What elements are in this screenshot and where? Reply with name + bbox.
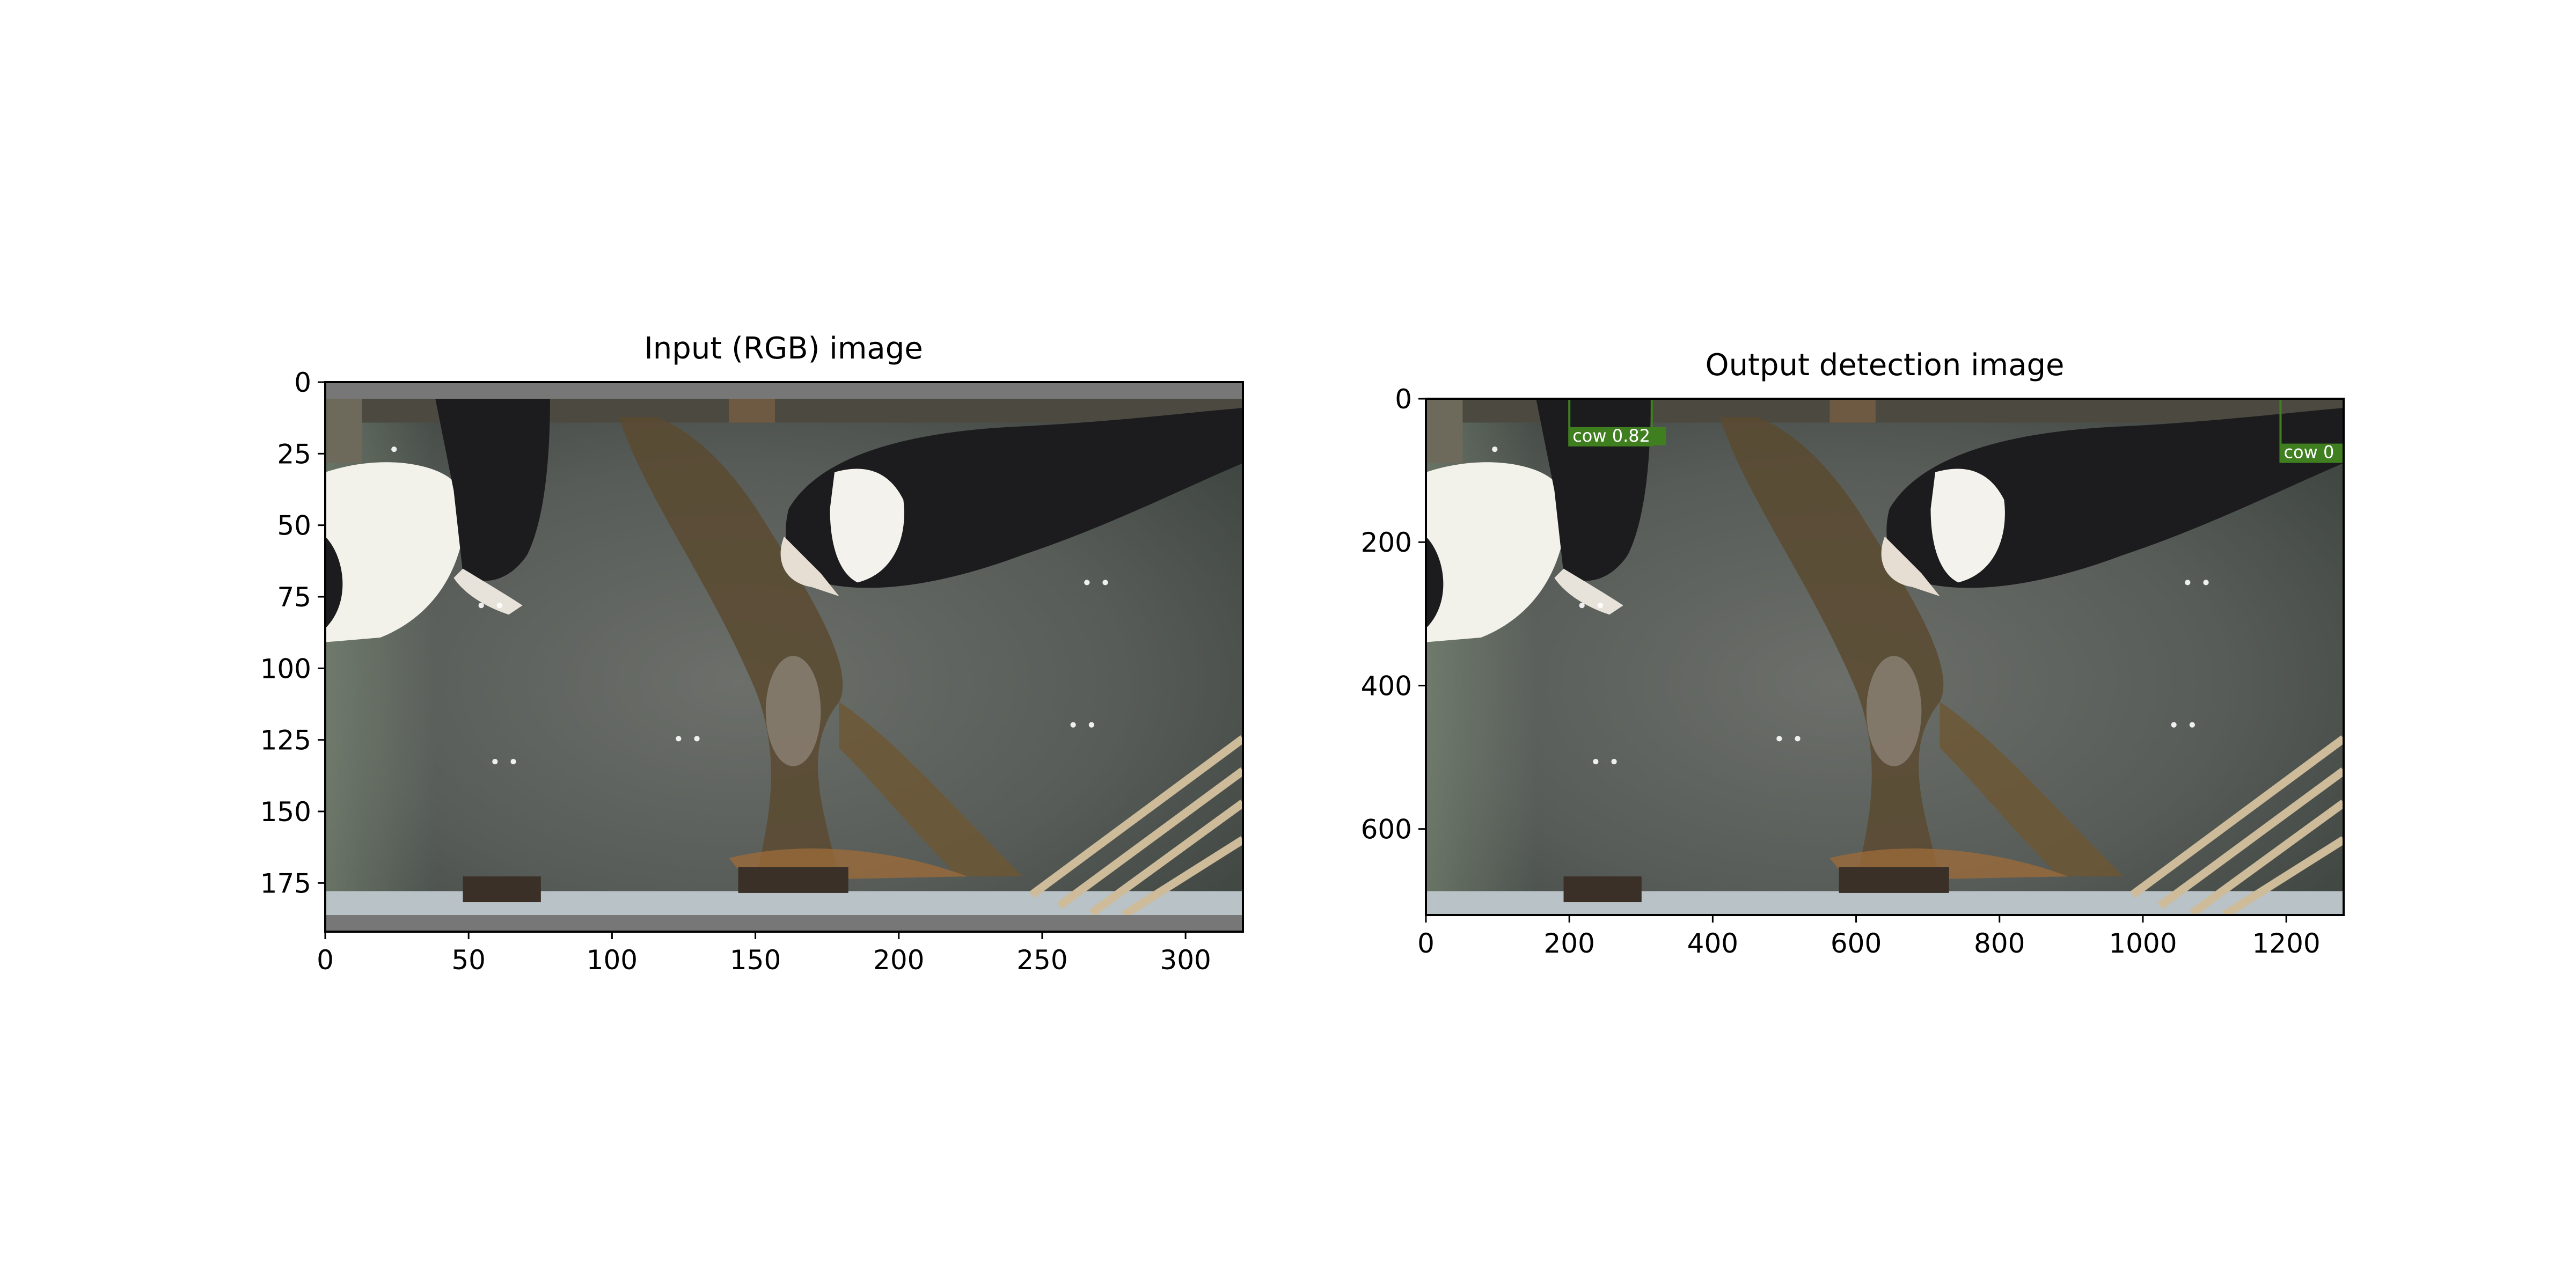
input-y-tick-label: 175 — [260, 868, 311, 899]
input-pad-top — [325, 382, 1243, 399]
detection-label: cow 0.82 — [1572, 426, 1650, 446]
output-x-tick-label: 0 — [1417, 928, 1435, 959]
output-y-tick-label: 400 — [1361, 670, 1412, 701]
input-axes-frame — [324, 381, 1244, 933]
output-x-tick-label: 800 — [1974, 928, 2025, 959]
input-image — [325, 382, 1243, 932]
detection-label: cow 0 — [2284, 442, 2334, 463]
output-x-tick-label: 1200 — [2252, 928, 2321, 959]
output-y-tick-label: 600 — [1361, 814, 1412, 845]
input-x-tick-label: 200 — [873, 945, 924, 976]
output-y-axis: 0 200 400 600 — [1361, 384, 1426, 845]
output-x-tick-label: 1000 — [2109, 928, 2177, 959]
output-image-panel: Output detection image cow 0.82 cow 0 0 20… — [1361, 348, 2345, 959]
input-y-tick-label: 125 — [260, 725, 311, 756]
input-x-tick-label: 50 — [451, 945, 486, 976]
output-y-tick-label: 0 — [1395, 384, 1412, 415]
detection-boxes: cow 0.82 cow 0 — [1568, 399, 2344, 463]
output-image-title: Output detection image — [1705, 348, 2064, 383]
output-x-tick-label: 600 — [1831, 928, 1882, 959]
input-image-panel: Input (RGB) image 0 50 100 150 200 250 300 0 25… — [260, 331, 1244, 976]
input-pad-bottom — [325, 915, 1243, 932]
detection-label-background — [2280, 443, 2344, 462]
input-y-tick-label: 100 — [260, 653, 311, 684]
input-x-tick-label: 0 — [317, 945, 334, 976]
input-y-tick-label: 50 — [277, 510, 311, 541]
input-y-tick-label: 75 — [277, 582, 311, 613]
input-y-tick-label: 150 — [260, 796, 311, 828]
output-x-tick-label: 200 — [1543, 928, 1594, 959]
input-y-tick-label: 25 — [277, 438, 311, 470]
output-image — [1426, 399, 2344, 915]
input-x-tick-label: 100 — [587, 945, 638, 976]
input-y-tick-label: 0 — [294, 367, 311, 398]
detection-label-background — [1569, 427, 1666, 445]
output-y-tick-label: 200 — [1361, 527, 1412, 558]
input-x-tick-label: 300 — [1160, 945, 1211, 976]
input-y-axis: 0 25 50 75 100 125 150 175 — [260, 367, 325, 899]
input-x-axis: 0 50 100 150 200 250 300 — [317, 932, 1211, 976]
input-x-tick-label: 150 — [730, 945, 781, 976]
output-x-axis: 0 200 400 600 800 1000 1200 — [1417, 915, 2321, 959]
output-x-tick-label: 400 — [1687, 928, 1738, 959]
input-image-title: Input (RGB) image — [644, 331, 923, 366]
input-x-tick-label: 250 — [1016, 945, 1067, 976]
output-axes-frame — [1425, 398, 2345, 916]
